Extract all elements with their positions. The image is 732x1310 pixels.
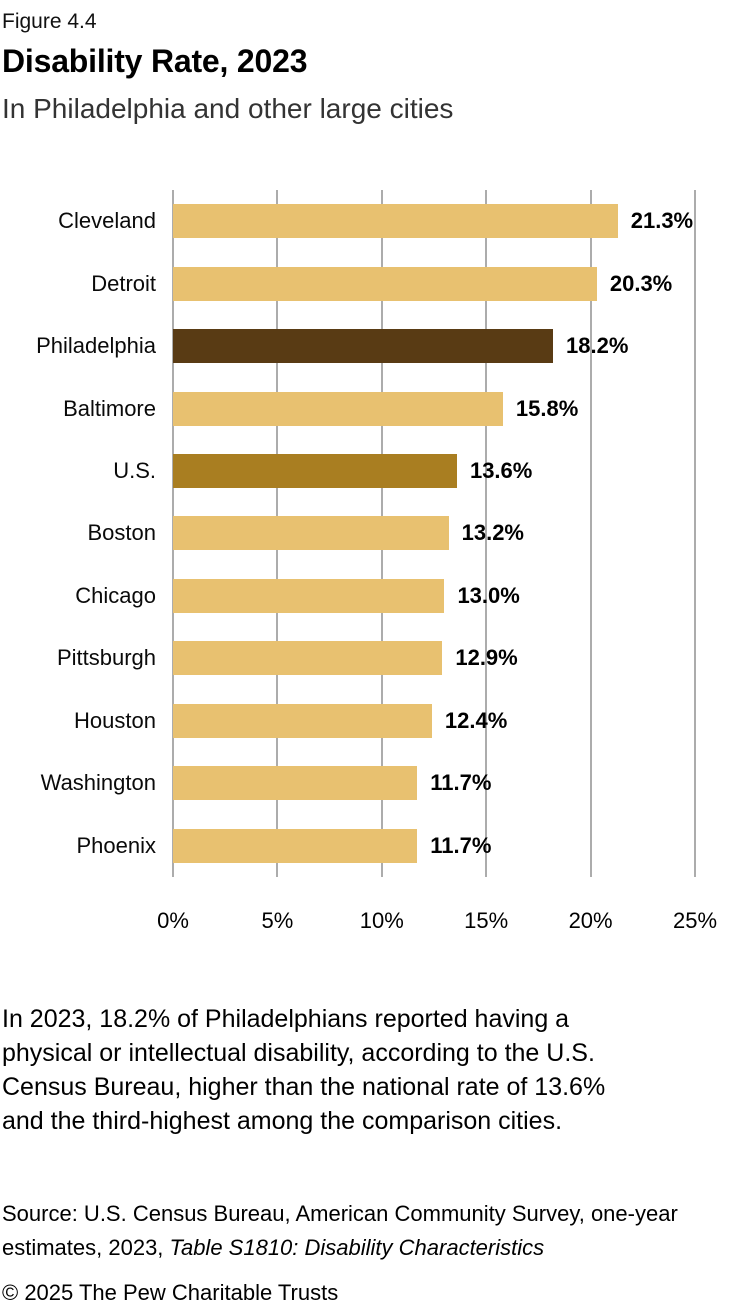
chart-area: Cleveland 21.3% Detroit 20.3% Philadelphia 18… [2,190,732,936]
chart-row: Washington 11.7% [2,752,732,814]
bar-baltimore [173,391,503,426]
category-label: Boston [87,520,157,546]
bar-value-label: 12.9% [455,645,518,671]
bar-value-label: 13.2% [461,520,524,546]
chart-row: Houston 12.4% [2,690,732,752]
bar-cleveland [173,204,618,239]
category-label: Washington [40,770,156,796]
bar-u-s [173,453,457,488]
bar-detroit [173,266,597,301]
copyright-line: © 2025 The Pew Charitable Trusts [2,1280,339,1305]
figure-number-label: Figure 4.4 [2,10,97,33]
source-line-2-regular: estimates, 2023, [2,1235,170,1260]
summary-paragraph: In 2023, 18.2% of Philadelphians reporte… [2,1002,732,1138]
category-label: Pittsburgh [56,645,156,671]
chart-rows: Cleveland 21.3% Detroit 20.3% Philadelphia 18… [2,190,732,877]
bar-value-label: 15.8% [515,395,579,421]
bar-boston [173,516,449,551]
bar-value-label: 18.2% [566,333,629,359]
category-label: Detroit [91,270,156,296]
x-axis-tick-label: 15% [464,908,509,933]
x-axis-tick-label: 25% [672,908,718,933]
category-label: Houston [74,707,156,733]
bar-chicago [173,578,445,613]
gridline [694,190,696,877]
source-line-1: Source: U.S. Census Bureau, American Com… [2,1201,678,1226]
bar-value-label: 21.3% [630,208,694,234]
bar-value-label: 13.0% [457,582,520,608]
chart-row: Phoenix 11.7% [2,814,732,876]
bar-value-label: 12.4% [444,707,508,733]
category-label: Cleveland [58,208,156,234]
chart-row: U.S. 13.6% [2,440,732,502]
chart-row: Baltimore 15.8% [2,377,732,439]
summary-line: In 2023, 18.2% of Philadelphians reporte… [2,1005,570,1033]
chart-row: Detroit 20.3% [2,252,732,314]
bar-pittsburgh [173,641,443,676]
x-axis-tick-label: 5% [261,908,294,933]
bar-houston [173,703,432,738]
x-axis-tick-label: 10% [359,908,404,933]
summary-line: physical or intellectual disability, acc… [2,1039,595,1067]
bar-phoenix [173,828,418,863]
summary-line: Census Bureau, higher than the national … [2,1073,606,1101]
bar-value-label: 11.7% [430,770,492,796]
chart-row: Chicago 13.0% [2,565,732,627]
category-label: U.S. [113,457,156,483]
bar-value-label: 20.3% [609,270,673,296]
gridline [485,190,488,877]
category-label: Philadelphia [36,333,156,359]
bar-washington [173,766,418,801]
bar-value-label: 13.6% [469,457,533,483]
chart-title: Disability Rate, 2023 [2,43,308,79]
source-line-2: estimates, 2023, Table S1810: Disability… [2,1231,732,1265]
x-axis: 0% 5% 10% 15% 20% 25% [2,908,732,936]
x-axis-tick-label: 0% [157,908,189,933]
source-note: Source: U.S. Census Bureau, American Com… [2,1197,732,1265]
bar-philadelphia [173,329,554,364]
gridline [589,190,592,877]
chart-row: Philadelphia 18.2% [2,315,732,377]
chart-row: Cleveland 21.3% [2,190,732,252]
bar-value-label: 11.7% [430,832,492,858]
chart-row: Boston 13.2% [2,502,732,564]
x-axis-tick-label: 20% [568,908,613,933]
source-line-2-italic: Table S1810: Disability Characteristics [169,1235,545,1260]
category-label: Chicago [75,582,156,608]
category-label: Baltimore [63,395,156,421]
chart-row: Pittsburgh 12.9% [2,627,732,689]
summary-line: and the third-highest among the comparis… [2,1107,563,1135]
chart-subtitle: In Philadelphia and other large cities [2,93,454,124]
category-label: Phoenix [76,832,156,858]
bar-chart: Cleveland 21.3% Detroit 20.3% Philadelphia 18… [2,190,732,877]
